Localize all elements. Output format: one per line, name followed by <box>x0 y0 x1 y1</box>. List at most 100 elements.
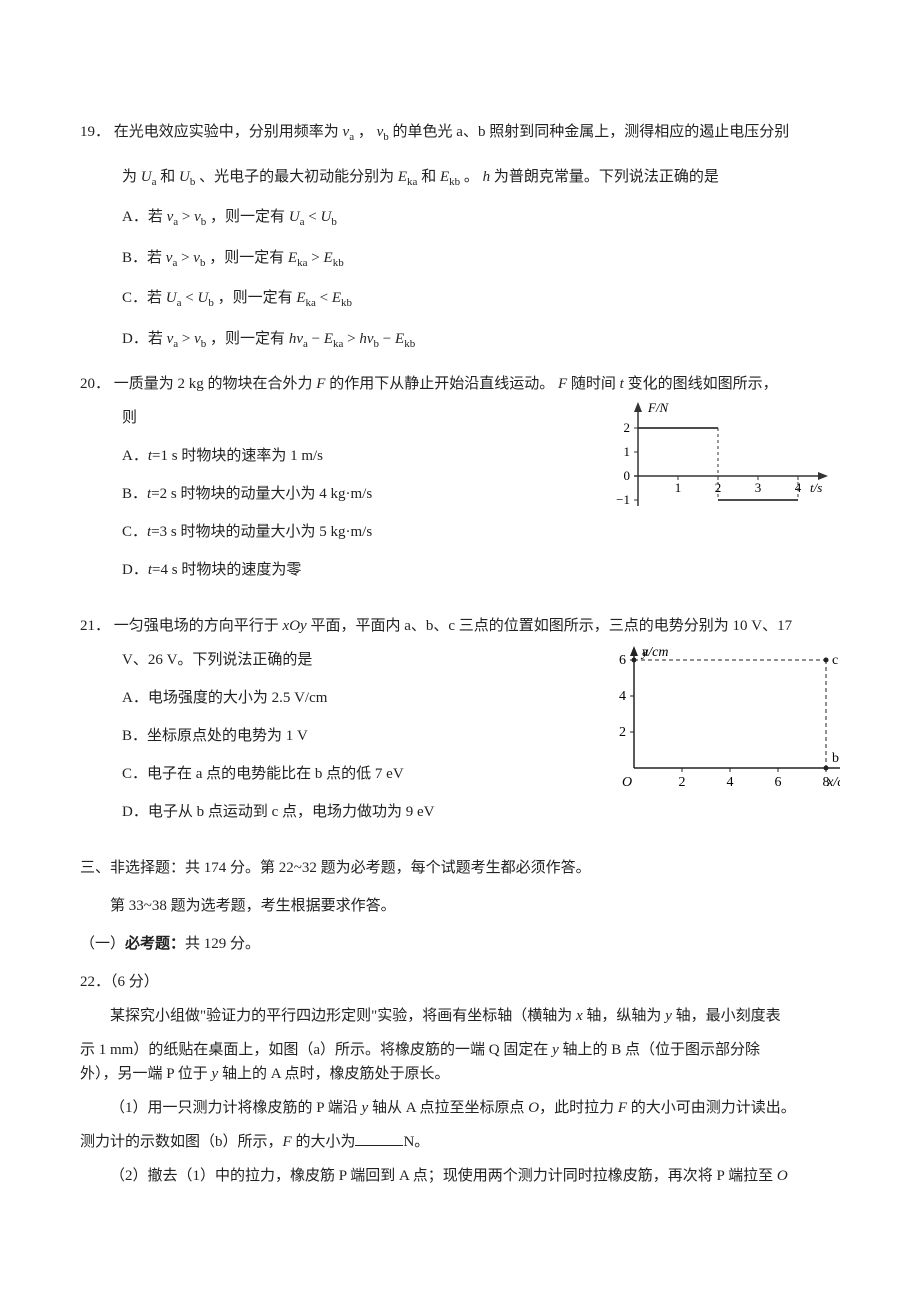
sub: a <box>173 216 178 228</box>
text: =2 s 时物块的动量大小为 4 kg·m/s <box>151 486 372 502</box>
sym: ν <box>296 331 303 347</box>
op: < <box>308 209 320 225</box>
q19-stem-line2: 为 Ua 和 Ub 、光电子的最大初动能分别为 Eka 和 Ekb 。 h 为普… <box>80 165 840 192</box>
text: 某探究小组做"验证力的平行四边形定则"实验，将画有坐标轴（横轴为 <box>110 1008 576 1024</box>
sub: kb <box>333 257 344 269</box>
sub: a <box>172 257 177 269</box>
sym: U <box>197 290 208 306</box>
sub: b <box>208 297 214 309</box>
q22-sub-1: （1）用一只测力计将橡皮筋的 P 端沿 y 轴从 A 点拉至坐标原点 O，此时拉… <box>80 1096 840 1120</box>
text: 、光电子的最大初动能分别为 <box>199 169 394 185</box>
text: ，则一定有 <box>210 331 289 347</box>
h: h <box>483 169 491 185</box>
svg-text:2: 2 <box>679 775 686 790</box>
text: （1）用一只测力计将橡皮筋的 P 端沿 <box>110 1100 362 1116</box>
section-3-head-1: 三、非选择题：共 174 分。第 22~32 题为必考题，每个试题考生都必须作答… <box>80 856 840 880</box>
q21-stem-line2: V、26 V。下列说法正确的是 <box>80 648 580 672</box>
eka-sub: ka <box>407 176 417 188</box>
svg-text:b: b <box>832 751 839 766</box>
sym: E <box>324 250 333 266</box>
ekb-sub: kb <box>449 176 460 188</box>
bold-text: 必考题： <box>125 936 185 952</box>
svg-text:6: 6 <box>619 653 626 668</box>
o: O <box>777 1168 788 1184</box>
sym: ν <box>367 331 374 347</box>
q19-option-b: B．若 νa > νb ，则一定有 Eka > Ekb <box>80 246 840 273</box>
label: C． <box>122 524 147 540</box>
text: 平面，平面内 a、b、c 三点的位置如图所示，三点的电势分别为 10 V、17 <box>310 618 792 634</box>
label: C．若 <box>122 290 166 306</box>
sym: U <box>166 290 177 306</box>
nu-a-sub: a <box>349 131 354 143</box>
y: y <box>665 1008 672 1024</box>
q19-text: 的单色光 a、b 照射到同种金属上，测得相应的遏止电压分别 <box>393 124 790 140</box>
text: 示 1 mm）的纸贴在桌面上，如图（a）所示。将橡皮筋的一端 Q 固定在 <box>80 1042 552 1058</box>
x: x <box>576 1008 583 1024</box>
sub: a <box>300 216 305 228</box>
op: > <box>181 250 189 266</box>
svg-text:t/s: t/s <box>810 480 822 495</box>
op: − <box>312 331 324 347</box>
label: A． <box>122 448 148 464</box>
sub: b <box>374 338 380 350</box>
text: 测力计的示数如图（b）所示， <box>80 1134 283 1150</box>
y: y <box>552 1042 559 1058</box>
text: 变化的图线如图所示， <box>628 376 778 392</box>
text: ，此时拉力 <box>539 1100 618 1116</box>
q21-option-a: A．电场强度的大小为 2.5 V/cm <box>80 686 580 710</box>
q21-option-c: C．电子在 a 点的电势能比在 b 点的低 7 eV <box>80 762 580 786</box>
q20-chart: 210−11234F/Nt/s <box>600 396 840 534</box>
svg-text:4: 4 <box>727 775 734 790</box>
q20-stem-line1: 20． 一质量为 2 kg 的物块在合外力 F 的作用下从静止开始沿直线运动。 … <box>80 372 840 396</box>
op: > <box>347 331 359 347</box>
text: 和 <box>421 169 440 185</box>
svg-text:2: 2 <box>619 725 626 740</box>
ua-sub: a <box>152 176 157 188</box>
text: 为 <box>122 169 137 185</box>
svg-text:4: 4 <box>619 689 626 704</box>
text: 随时间 <box>571 376 620 392</box>
text: （一） <box>80 936 125 952</box>
label: D． <box>122 562 148 578</box>
op: > <box>311 250 323 266</box>
text: 和 <box>160 169 179 185</box>
svg-text:1: 1 <box>624 444 631 459</box>
q22-p1: 某探究小组做"验证力的平行四边形定则"实验，将画有坐标轴（横轴为 x 轴，纵轴为… <box>80 1004 840 1028</box>
q22-sub-1-cont: 测力计的示数如图（b）所示，F 的大小为N。 <box>80 1130 840 1154</box>
label: A．若 <box>122 209 167 225</box>
f: F <box>316 376 325 392</box>
sym: ν <box>193 250 200 266</box>
q22-sub-2: （2）撤去（1）中的拉力，橡皮筋 P 端回到 A 点；现使用两个测力计同时拉橡皮… <box>80 1164 840 1188</box>
op: − <box>383 331 395 347</box>
q20-option-b: B．t=2 s 时物块的动量大小为 4 kg·m/s <box>80 482 590 506</box>
svg-text:1: 1 <box>675 480 682 495</box>
q22-number: 22．（6 分） <box>80 970 840 994</box>
ua: U <box>141 169 152 185</box>
sub: a <box>173 338 178 350</box>
text: 为普朗克常量。下列说法正确的是 <box>494 169 719 185</box>
sym: E <box>332 290 341 306</box>
sym: ν <box>194 331 201 347</box>
text: 的作用下从静止开始沿直线运动。 <box>329 376 554 392</box>
sub: ka <box>333 338 343 350</box>
op: < <box>320 290 332 306</box>
ekb: E <box>440 169 449 185</box>
sub: ka <box>297 257 307 269</box>
svg-text:x/cm: x/cm <box>826 775 840 790</box>
comma: ， <box>358 124 373 140</box>
sym: E <box>296 290 305 306</box>
sym: E <box>288 250 297 266</box>
f: F <box>283 1134 292 1150</box>
text: （2）撤去（1）中的拉力，橡皮筋 P 端回到 A 点；现使用两个测力计同时拉橡皮… <box>110 1168 777 1184</box>
fill-blank <box>355 1130 403 1146</box>
q19-number: 19． <box>80 124 110 140</box>
eka: E <box>398 169 407 185</box>
op: < <box>185 290 197 306</box>
text: N。 <box>403 1134 429 1150</box>
label: B． <box>122 486 147 502</box>
sub: a <box>177 297 182 309</box>
text: 外），另一端 P 位于 <box>80 1066 212 1082</box>
svg-text:0: 0 <box>624 468 631 483</box>
svg-text:c: c <box>832 653 838 668</box>
ub: U <box>179 169 190 185</box>
